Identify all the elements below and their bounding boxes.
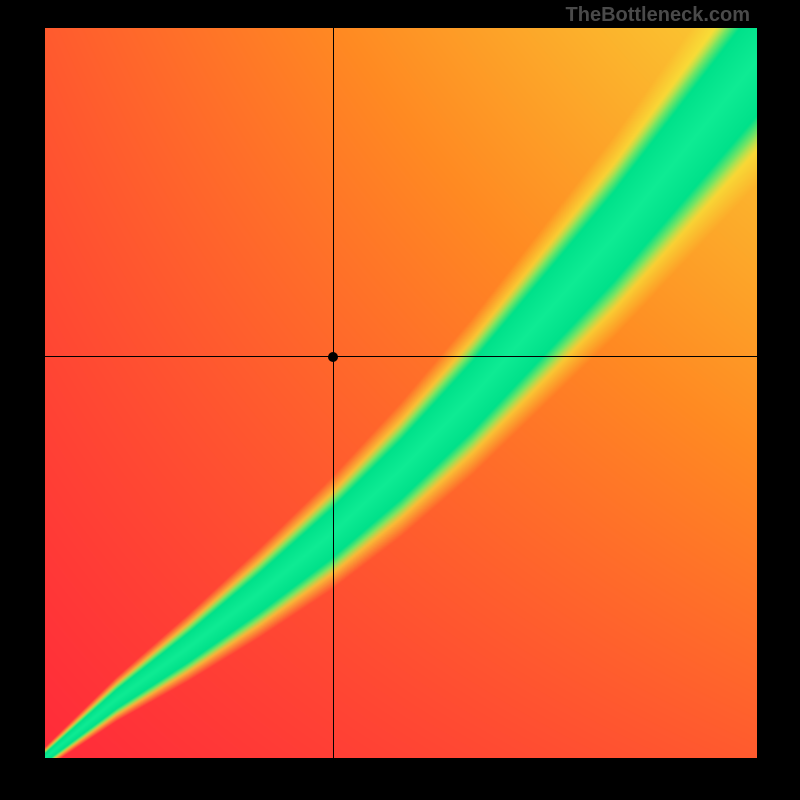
heatmap-canvas xyxy=(45,28,757,758)
crosshair-horizontal xyxy=(45,356,757,357)
crosshair-vertical xyxy=(333,28,334,758)
watermark-text: TheBottleneck.com xyxy=(566,4,750,27)
data-point-marker xyxy=(328,352,338,362)
chart-container: TheBottleneck.com xyxy=(0,0,800,800)
heatmap-plot xyxy=(45,28,757,758)
